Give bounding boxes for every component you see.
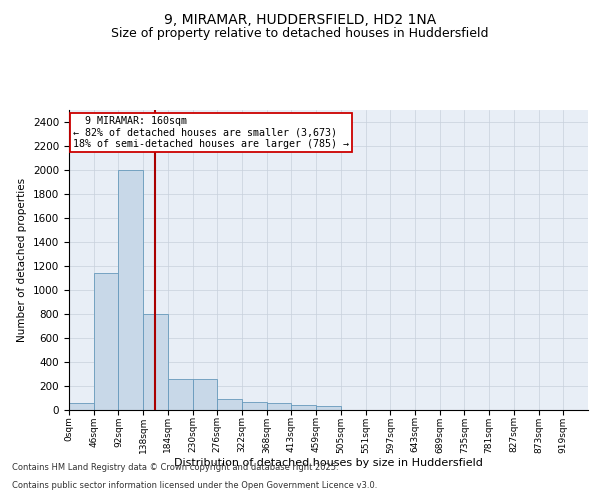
Y-axis label: Number of detached properties: Number of detached properties (17, 178, 28, 342)
Bar (267, 404, 292, 410)
Bar (193, 379, 217, 410)
Bar (94, 273, 118, 410)
Bar (168, 379, 193, 410)
X-axis label: Distribution of detached houses by size in Huddersfield: Distribution of detached houses by size … (174, 458, 483, 468)
Text: Contains public sector information licensed under the Open Government Licence v3: Contains public sector information licen… (12, 481, 377, 490)
Bar (292, 405, 316, 410)
Text: Size of property relative to detached houses in Huddersfield: Size of property relative to detached ho… (111, 28, 489, 40)
Text: Contains HM Land Registry data © Crown copyright and database right 2025.: Contains HM Land Registry data © Crown c… (12, 464, 338, 472)
Bar (69, 404, 94, 410)
Text: 9, MIRAMAR, HUDDERSFIELD, HD2 1NA: 9, MIRAMAR, HUDDERSFIELD, HD2 1NA (164, 12, 436, 26)
Text: 9 MIRAMAR: 160sqm
← 82% of detached houses are smaller (3,673)
18% of semi-detac: 9 MIRAMAR: 160sqm ← 82% of detached hous… (73, 116, 349, 149)
Bar (143, 314, 168, 410)
Bar (242, 402, 267, 410)
Bar (118, 170, 143, 410)
Bar (316, 406, 341, 410)
Bar (217, 399, 242, 410)
